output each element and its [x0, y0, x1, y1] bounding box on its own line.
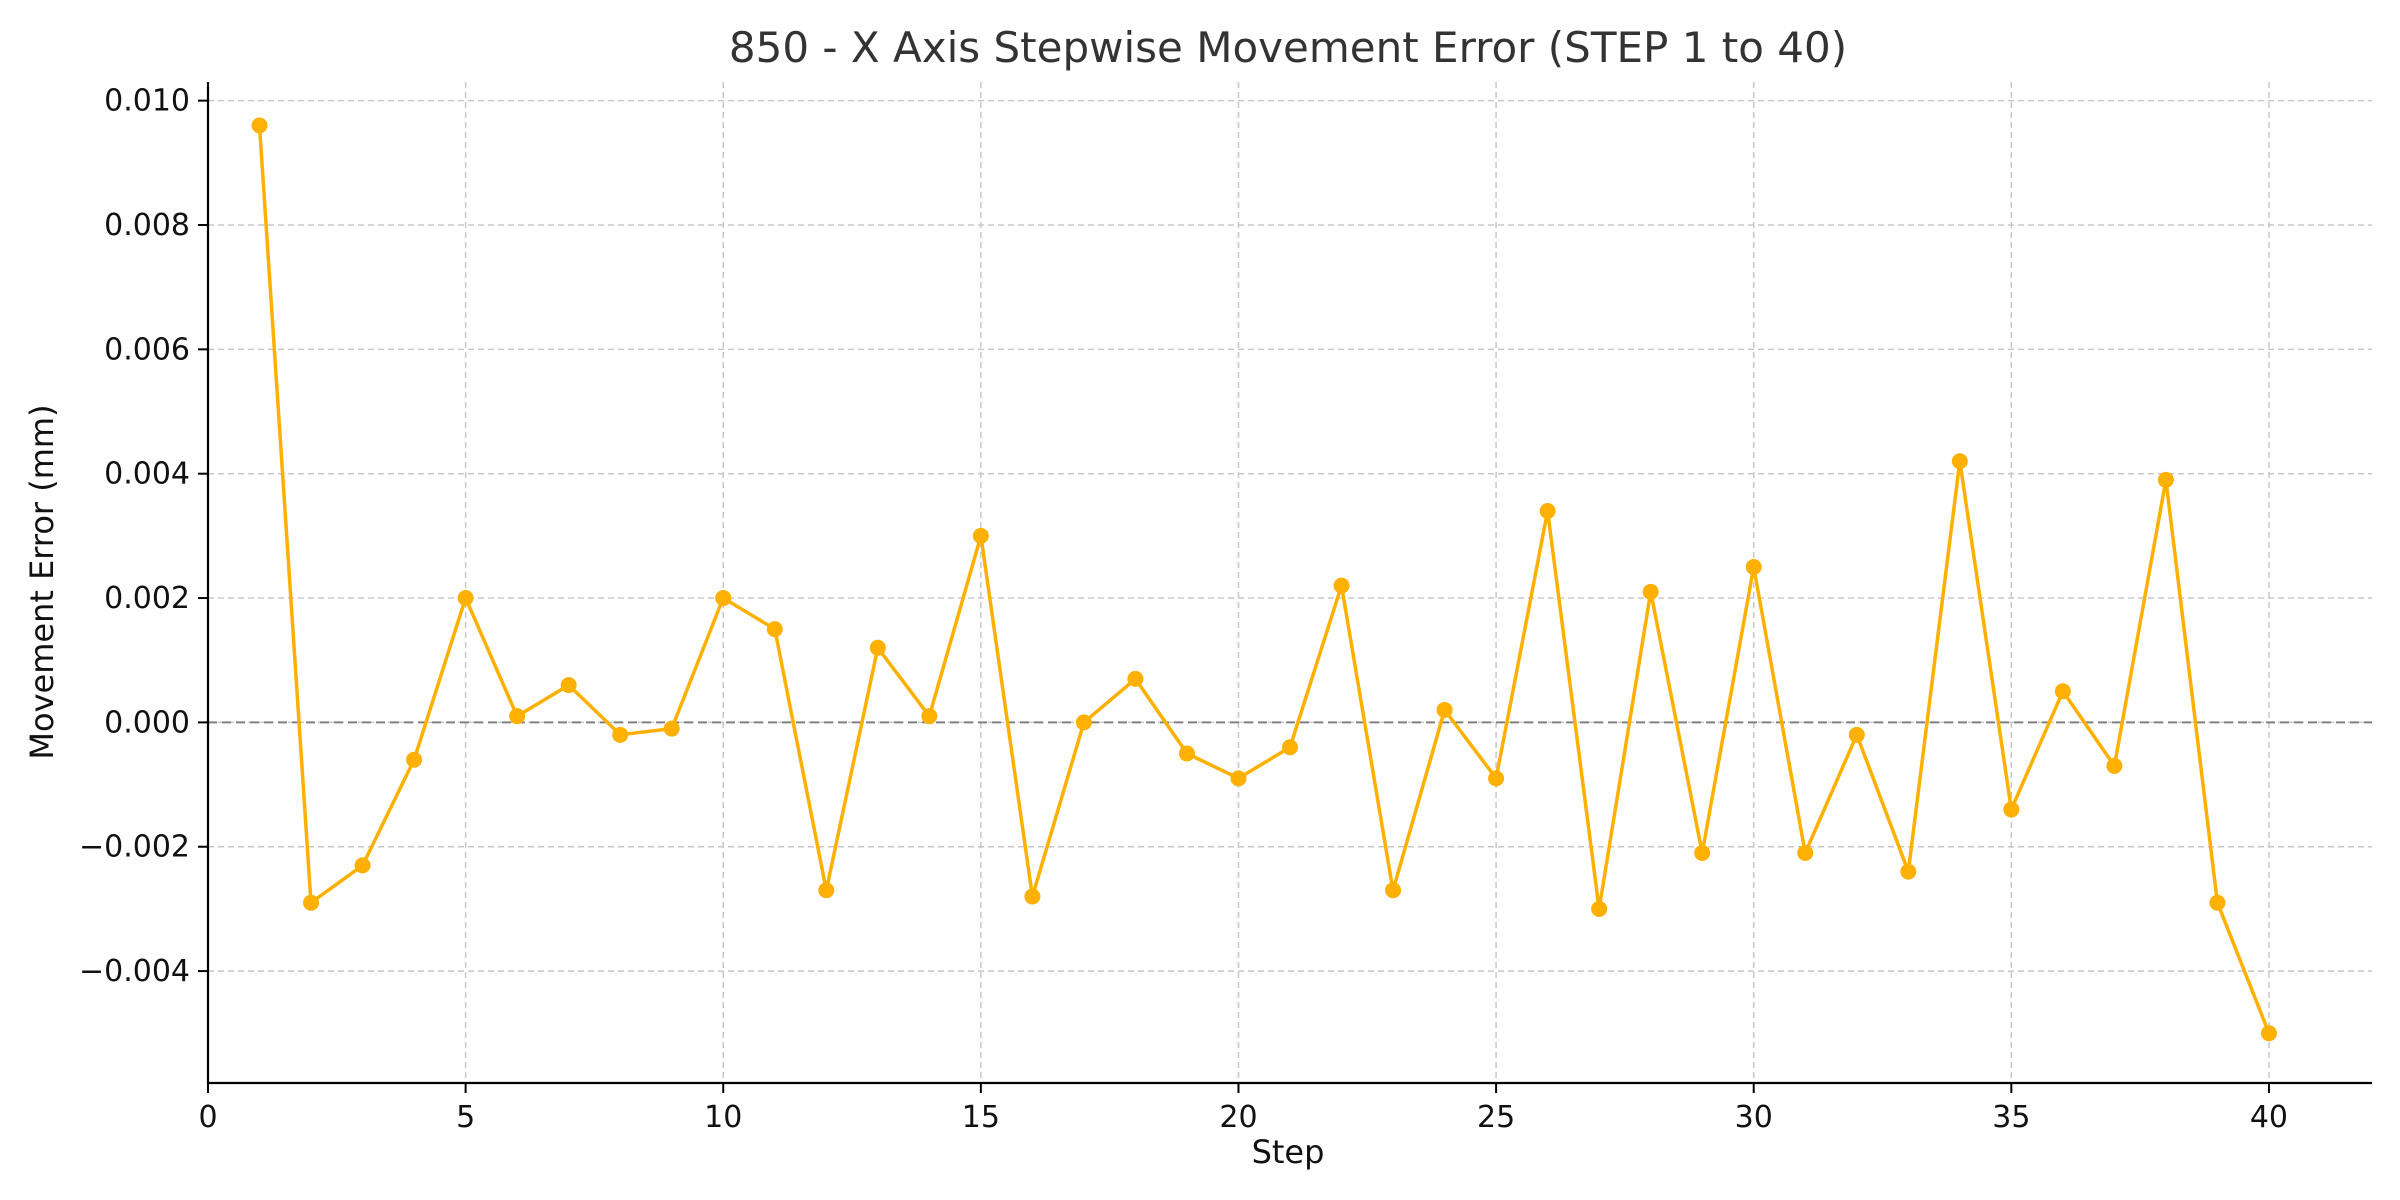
x-tick-label: 15 — [962, 1100, 1000, 1135]
data-point — [1694, 844, 1711, 861]
series-layer — [251, 117, 2277, 1042]
data-point — [1333, 577, 1350, 594]
data-point — [2209, 894, 2226, 911]
y-tick-label: 0.004 — [104, 457, 190, 492]
y-tick-label: 0.010 — [104, 84, 190, 119]
y-axis-ticks: −0.004 −0.002 0.000 0.002 0.004 0.006 0.008 0.0… — [79, 84, 208, 989]
x-tick-label: 0 — [198, 1100, 217, 1135]
data-point — [1642, 583, 1659, 600]
data-point — [1385, 882, 1402, 899]
data-point — [921, 708, 938, 725]
x-tick-label: 35 — [1992, 1100, 2030, 1135]
data-point — [1024, 888, 1041, 905]
y-tick-label: 0.008 — [104, 208, 190, 243]
data-point — [2260, 1025, 2277, 1042]
data-point — [766, 621, 783, 638]
data-point — [1539, 503, 1556, 519]
data-point — [560, 677, 577, 694]
y-tick-label: 0.000 — [104, 705, 190, 740]
x-tick-label: 30 — [1735, 1100, 1773, 1135]
data-point — [2157, 471, 2174, 488]
data-point — [1436, 701, 1453, 718]
data-point — [2003, 801, 2020, 818]
data-point — [1178, 745, 1195, 762]
data-point — [663, 720, 680, 737]
y-tick-label: 0.006 — [104, 332, 190, 367]
x-tick-label: 40 — [2250, 1100, 2288, 1135]
data-point — [303, 894, 320, 911]
y-tick-label: −0.002 — [79, 830, 190, 865]
data-point — [2054, 683, 2071, 700]
data-point — [1282, 739, 1298, 756]
data-point — [1797, 844, 1814, 861]
x-axis-ticks: 0 5 10 15 20 25 30 35 40 — [198, 1083, 2288, 1135]
grid — [208, 82, 2372, 1083]
data-point — [715, 590, 732, 607]
data-point — [457, 590, 474, 607]
x-tick-label: 10 — [704, 1100, 742, 1135]
data-point — [869, 639, 886, 656]
data-point — [1488, 770, 1505, 787]
x-tick-label: 5 — [456, 1100, 475, 1135]
x-axis-label: Step — [1252, 1133, 1325, 1171]
data-point — [2106, 757, 2123, 774]
data-point — [972, 527, 989, 544]
y-axis-label: Movement Error (mm) — [23, 404, 61, 759]
y-tick-label: −0.004 — [79, 954, 190, 989]
chart-title: 850 - X Axis Stepwise Movement Error (ST… — [729, 23, 1847, 72]
data-point — [1848, 726, 1865, 743]
data-point — [1591, 900, 1608, 917]
data-point — [612, 726, 629, 743]
data-point — [354, 857, 371, 874]
data-point — [818, 882, 835, 899]
x-tick-label: 25 — [1477, 1100, 1515, 1135]
x-tick-label: 20 — [1219, 1100, 1257, 1135]
data-point — [251, 117, 268, 134]
data-point — [1745, 558, 1762, 575]
data-point — [1230, 770, 1247, 787]
series-line — [257, 125, 2271, 1034]
data-point — [406, 751, 423, 768]
data-point — [1951, 453, 1968, 470]
data-point — [1127, 670, 1144, 687]
y-tick-label: 0.002 — [104, 581, 190, 616]
data-point — [1075, 714, 1092, 731]
data-point — [509, 708, 526, 725]
data-point — [1900, 863, 1917, 880]
